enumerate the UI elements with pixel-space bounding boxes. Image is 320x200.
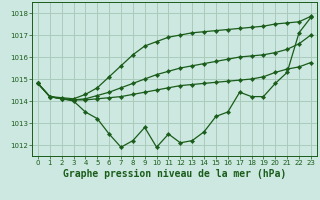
X-axis label: Graphe pression niveau de la mer (hPa): Graphe pression niveau de la mer (hPa) — [63, 169, 286, 179]
